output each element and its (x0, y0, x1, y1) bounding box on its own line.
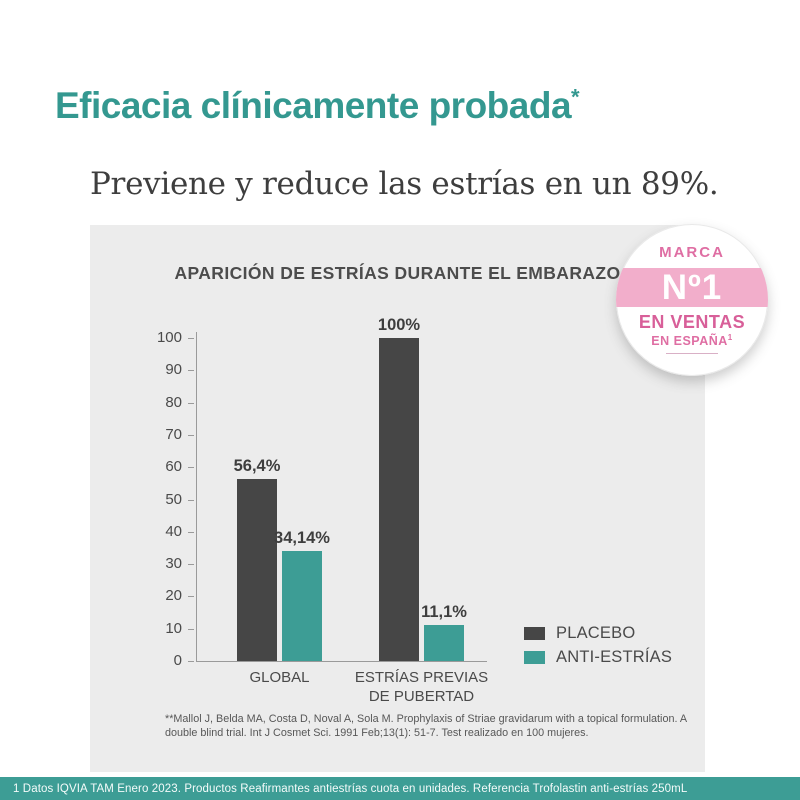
bar-anti-estrías-1 (424, 625, 464, 661)
y-tick-label: 10 (165, 619, 182, 637)
legend-item: ANTI-ESTRÍAS (524, 645, 672, 669)
bar-value-label: 11,1% (421, 603, 467, 622)
y-tick-label: 60 (165, 458, 182, 476)
claim-subtitle: Previene y reduce las estrías en un 89%. (90, 166, 719, 202)
bar-placebo-0 (237, 478, 277, 661)
badge-en-ventas-label: EN VENTAS (638, 312, 746, 332)
x-axis-line (196, 661, 487, 662)
legend-swatch (524, 626, 545, 640)
y-tick-mark (188, 402, 194, 404)
y-tick-mark (188, 564, 194, 566)
bar-placebo-1 (379, 338, 419, 661)
bar-value-label: 56,4% (233, 456, 281, 475)
bar-value-label: 100% (377, 316, 421, 334)
legend-label: ANTI-ESTRÍAS (556, 647, 673, 666)
y-tick-label: 80 (165, 393, 182, 411)
chart-legend: PLACEBO ANTI-ESTRÍAS (524, 621, 672, 669)
y-tick-label: 90 (165, 361, 182, 379)
y-tick-mark (188, 338, 194, 339)
bar-anti-estrías-0 (282, 550, 322, 661)
y-tick-label: 50 (165, 490, 182, 508)
legend-item: PLACEBO (524, 621, 672, 645)
badge-footnote-ref: 1 (727, 333, 733, 342)
category-label: GLOBAL (249, 669, 310, 686)
badge-number-one-label: Nº1 (661, 268, 723, 307)
y-tick-mark (188, 596, 194, 598)
y-tick-mark (188, 531, 194, 533)
y-tick-mark (188, 661, 194, 662)
y-tick-mark (188, 628, 194, 630)
badge-en-espana-text: EN ESPAÑA (651, 334, 728, 349)
badge-divider-line (666, 353, 718, 354)
study-footnote: **Mallol J, Belda MA, Costa D, Noval A, … (165, 713, 687, 739)
title-asterisk-mark: * (571, 84, 580, 110)
page-title: Eficacia clínicamente probada* (55, 85, 755, 127)
y-tick-mark (188, 499, 194, 501)
legend-swatch (524, 650, 545, 664)
badge-marca-label: MARCA (659, 244, 725, 261)
badge-pink-band (616, 268, 768, 307)
y-tick-label: 30 (165, 555, 182, 573)
category-label: ESTRÍAS PREVIAS DE PUBERTAD (354, 669, 489, 705)
legal-bottom-text: 1 Datos IQVIA TAM Enero 2023. Productos … (13, 782, 688, 795)
chart-title: APARICIÓN DE ESTRÍAS DURANTE EL EMBARAZO (174, 263, 621, 283)
y-tick-mark (188, 370, 194, 372)
y-tick-mark (188, 467, 194, 469)
y-axis-line (196, 332, 197, 662)
badge-en-espana-label: EN ESPAÑA1 (616, 333, 768, 348)
chart-panel: APARICIÓN DE ESTRÍAS DURANTE EL EMBARAZO… (90, 225, 705, 772)
y-tick-label: 0 (173, 652, 182, 669)
bar-value-label: 34,14% (274, 528, 330, 547)
page-title-text: Eficacia clínicamente probada (55, 84, 572, 126)
y-tick-label: 100 (156, 329, 182, 346)
marca-n1-badge: MARCA Nº1 EN VENTAS EN ESPAÑA1 (616, 224, 768, 376)
y-tick-label: 20 (165, 587, 182, 605)
y-tick-label: 70 (165, 425, 182, 443)
y-tick-label: 40 (165, 522, 182, 540)
legend-label: PLACEBO (556, 623, 636, 642)
legal-bottom-bar: 1 Datos IQVIA TAM Enero 2023. Productos … (0, 777, 800, 800)
y-tick-mark (188, 434, 194, 436)
